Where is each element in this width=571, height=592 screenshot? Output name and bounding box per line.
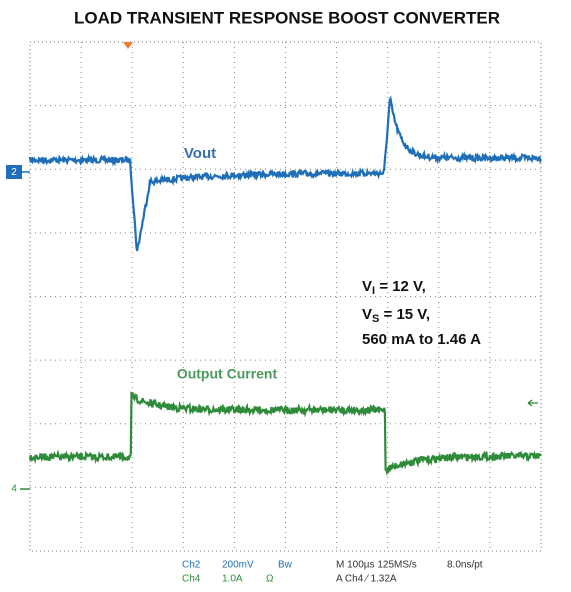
ch2-name: Ch2 xyxy=(182,560,201,571)
current-label: Output Current xyxy=(177,366,278,382)
annotation-line: VS = 15 V, xyxy=(362,306,430,325)
trigger-level-arrow xyxy=(527,399,538,407)
ch4-name: Ch4 xyxy=(182,574,201,585)
annotation-line: 560 mA to 1.46 A xyxy=(362,331,481,348)
ch2-flag: Bw xyxy=(278,560,293,571)
ch4-marker: 4 xyxy=(11,484,17,495)
current-trace xyxy=(28,391,542,477)
trigger-marker xyxy=(123,42,133,49)
resolution: 8.0ns/pt xyxy=(447,560,483,571)
title: LOAD TRANSIENT RESPONSE BOOST CONVERTER xyxy=(74,8,500,27)
ch4-scale: 1.0A xyxy=(222,574,243,585)
annotation-line: VI = 12 V, xyxy=(362,278,426,297)
vout-label: Vout xyxy=(184,145,216,162)
ch2-marker: 2 xyxy=(11,167,17,178)
trigger: A Ch4 ⁄ 1.32A xyxy=(336,574,397,585)
vout-trace xyxy=(28,95,542,252)
grid xyxy=(30,42,541,551)
ch2-marker-box xyxy=(6,165,22,179)
ch2-scale: 200mV xyxy=(222,560,254,571)
timebase: M 100µs 125MS/s xyxy=(336,560,417,571)
ch4-flag: Ω xyxy=(266,574,274,585)
